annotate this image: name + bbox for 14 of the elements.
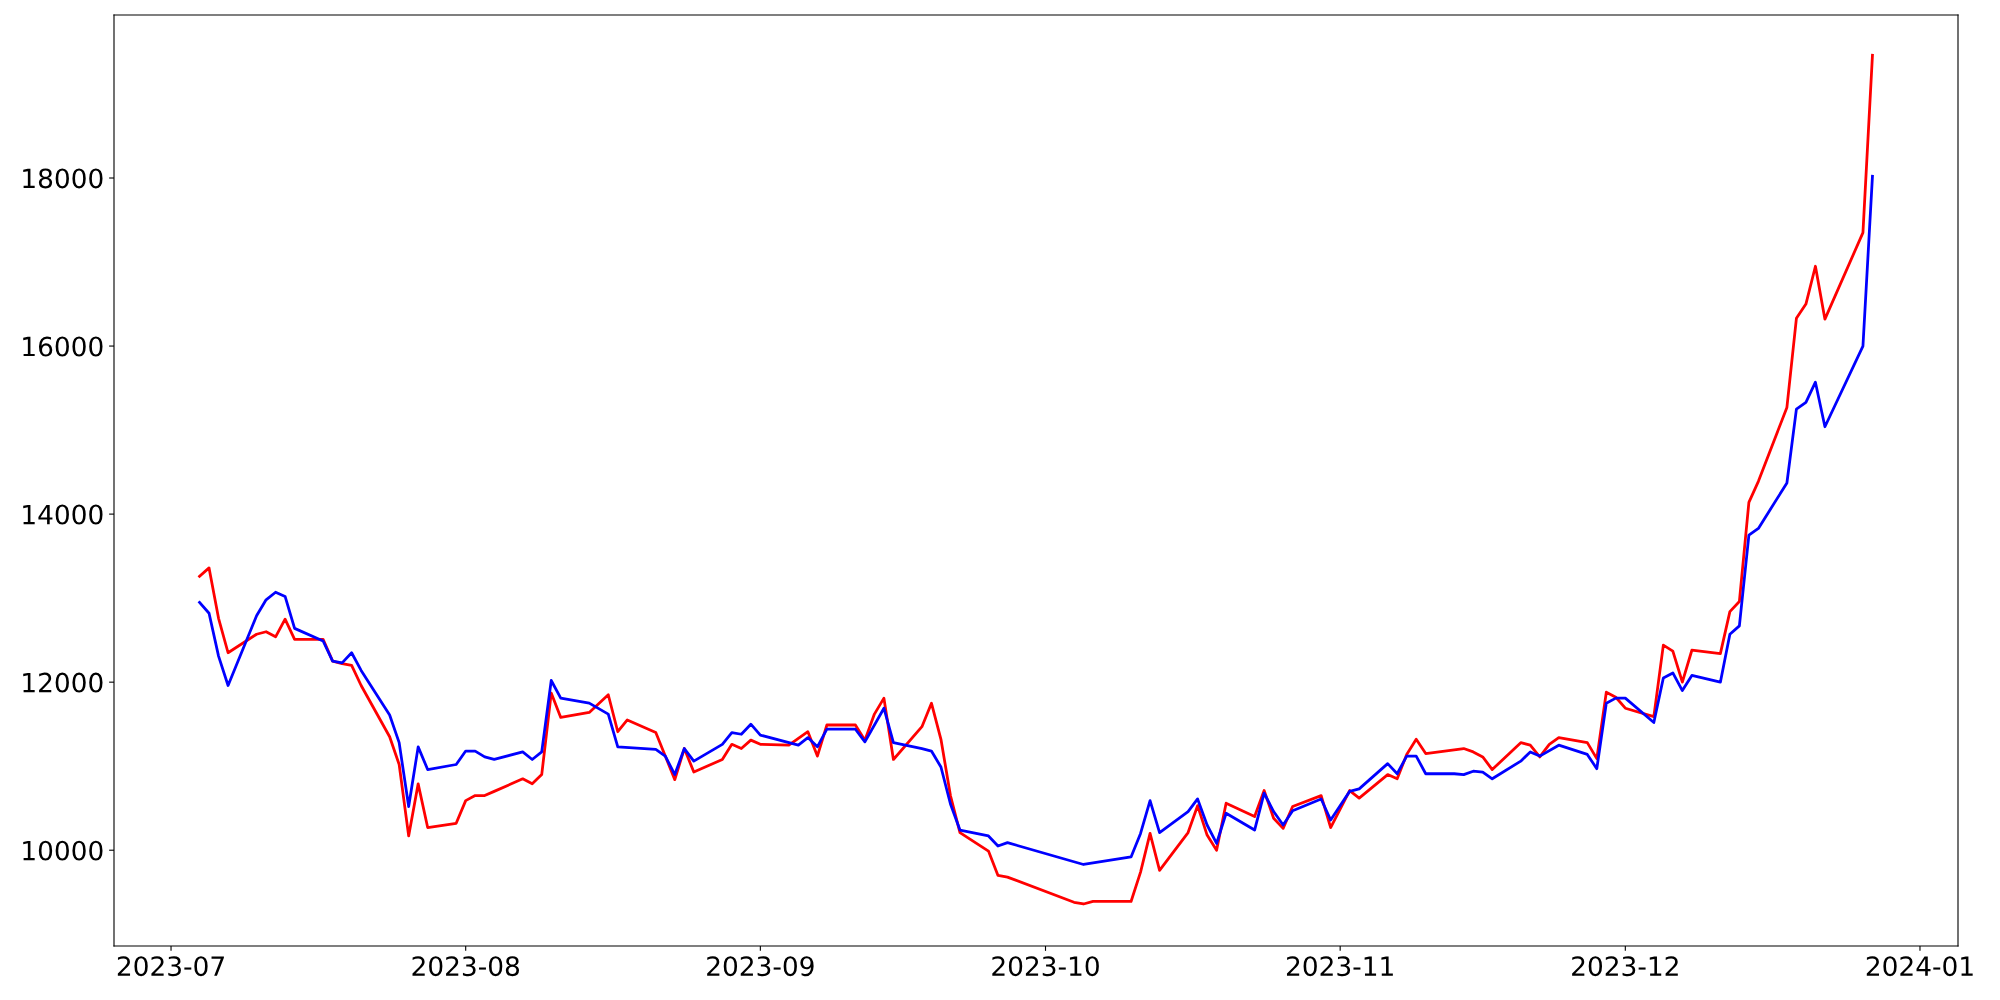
line-series (198, 174, 1874, 866)
y-tick-label: 16000 (23, 336, 103, 357)
y-tick-label: 10000 (23, 840, 103, 861)
x-tick-label: 2023-11 (1286, 956, 1393, 977)
x-tick-label: 2024-01 (1866, 956, 1973, 977)
line-series (198, 53, 1874, 906)
y-tick-label: 18000 (23, 168, 103, 189)
y-tick-label: 14000 (23, 504, 103, 525)
x-tick-label: 2023-12 (1572, 956, 1678, 977)
x-tick-label: 2023-07 (117, 956, 224, 977)
x-tick-label: 2023-08 (412, 956, 520, 977)
x-tick-label: 2023-10 (992, 956, 1099, 977)
x-tick-label: 2023-09 (707, 956, 814, 977)
y-tick-label: 12000 (23, 672, 103, 693)
